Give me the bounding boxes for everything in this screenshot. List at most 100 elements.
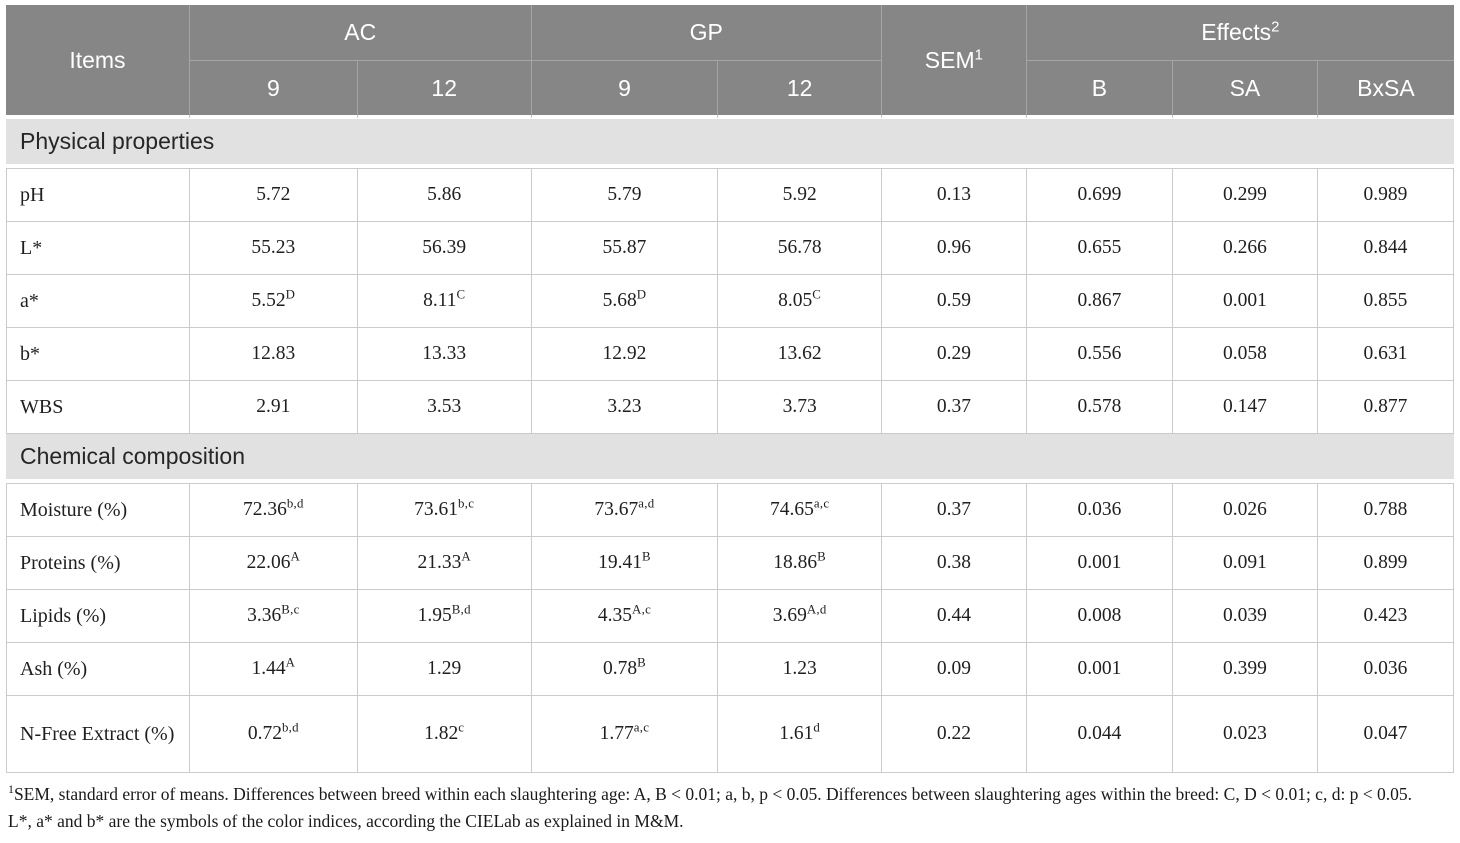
table-cell: 19.41B [531, 537, 719, 590]
table-cell: 0.023 [1173, 696, 1318, 773]
row-label: L* [6, 222, 190, 275]
table-cell: 0.578 [1026, 381, 1174, 434]
row-label: Proteins (%) [6, 537, 190, 590]
table-cell: 0.423 [1317, 590, 1454, 643]
table-cell: 18.86B [718, 537, 882, 590]
table-cell: 0.001 [1026, 643, 1174, 696]
table-cell: 73.61b,c [357, 483, 532, 537]
footnotes: 1SEM, standard error of means. Differenc… [6, 773, 1454, 835]
row-label: Moisture (%) [6, 483, 190, 537]
table-cell: 13.33 [357, 328, 532, 381]
table-row-ph: pH 5.72 5.86 5.79 5.92 0.13 0.699 0.299 0.989 [6, 168, 1454, 222]
column-header-effects: Effects2 [1026, 5, 1454, 61]
table-cell: 0.044 [1026, 696, 1174, 773]
table-row-wbs: WBS 2.91 3.53 3.23 3.73 0.37 0.578 0.147 0.877 [6, 381, 1454, 434]
table-cell: 0.001 [1173, 275, 1318, 328]
table-body: Physical properties pH 5.72 5.86 5.79 5.92 0.1… [6, 119, 1454, 773]
column-header-b: B [1026, 61, 1174, 119]
table-cell: 0.09 [881, 643, 1027, 696]
column-header-gp: GP [531, 5, 882, 61]
table-row-proteins: Proteins (%) 22.06A 21.33A 19.41B 18.86B 0.38… [6, 537, 1454, 590]
section-title: Physical properties [6, 119, 1454, 168]
table-cell: 0.631 [1317, 328, 1454, 381]
table-cell: 0.989 [1317, 168, 1454, 222]
table-cell: 0.855 [1317, 275, 1454, 328]
section-title: Chemical composition [6, 434, 1454, 483]
table-cell: 0.788 [1317, 483, 1454, 537]
table-cell: 72.36b,d [189, 483, 358, 537]
table-cell: 0.44 [881, 590, 1027, 643]
column-header-9: 9 [189, 61, 358, 119]
table-cell: 55.23 [189, 222, 358, 275]
table-cell: 0.039 [1173, 590, 1318, 643]
column-header-12: 12 [718, 61, 882, 119]
table-cell: 0.299 [1173, 168, 1318, 222]
section-row-physical-properties: Physical properties [6, 119, 1454, 168]
table-cell: 4.35A,c [531, 590, 719, 643]
table-cell: 0.877 [1317, 381, 1454, 434]
table-cell: 73.67a,d [531, 483, 719, 537]
table-cell: 0.047 [1317, 696, 1454, 773]
table-cell: 1.61d [718, 696, 882, 773]
table-cell: 3.69A,d [718, 590, 882, 643]
table-cell: 0.72b,d [189, 696, 358, 773]
table-cell: 0.37 [881, 483, 1027, 537]
row-label: b* [6, 328, 190, 381]
table-cell: 0.96 [881, 222, 1027, 275]
table-cell: 0.13 [881, 168, 1027, 222]
column-header-9: 9 [531, 61, 719, 119]
table-cell: 0.38 [881, 537, 1027, 590]
table-cell: 3.23 [531, 381, 719, 434]
table-cell: 0.147 [1173, 381, 1318, 434]
table-cell: 56.39 [357, 222, 532, 275]
table-cell: 8.05C [718, 275, 882, 328]
row-label: Ash (%) [6, 643, 190, 696]
column-header-bxsa: BxSA [1317, 61, 1454, 119]
table-cell: 3.53 [357, 381, 532, 434]
results-table: Items AC GP SEM1 Effects2 9 12 9 12 B SA BxSA Physi… [6, 5, 1454, 773]
table-cell: 0.655 [1026, 222, 1174, 275]
table-cell: 3.36B,c [189, 590, 358, 643]
table-row-l: L* 55.23 56.39 55.87 56.78 0.96 0.655 0.266 0.84… [6, 222, 1454, 275]
table-cell: 0.844 [1317, 222, 1454, 275]
table-cell: 0.899 [1317, 537, 1454, 590]
table-cell: 1.77a,c [531, 696, 719, 773]
table-header: Items AC GP SEM1 Effects2 9 12 9 12 B SA BxSA [6, 5, 1454, 119]
column-header-ac: AC [189, 5, 532, 61]
table-cell: 0.867 [1026, 275, 1174, 328]
table-cell: 5.72 [189, 168, 358, 222]
table-cell: 0.399 [1173, 643, 1318, 696]
table-cell: 2.91 [189, 381, 358, 434]
table-cell: 21.33A [357, 537, 532, 590]
table-row-n-free-extract: N-Free Extract (%) 0.72b,d 1.82c 1.77a,c 1.6… [6, 696, 1454, 773]
table-cell: 0.091 [1173, 537, 1318, 590]
table-cell: 22.06A [189, 537, 358, 590]
table-cell: 0.036 [1026, 483, 1174, 537]
table-row-b: b* 12.83 13.33 12.92 13.62 0.29 0.556 0.058 0.63… [6, 328, 1454, 381]
section-row-chemical-composition: Chemical composition [6, 434, 1454, 483]
table-cell: 1.23 [718, 643, 882, 696]
table-cell: 1.95B,d [357, 590, 532, 643]
table-row-lipids: Lipids (%) 3.36B,c 1.95B,d 4.35A,c 3.69A,d 0.… [6, 590, 1454, 643]
table-cell: 0.036 [1317, 643, 1454, 696]
table-row-a: a* 5.52D 8.11C 5.68D 8.05C 0.59 0.867 0.001 0.85… [6, 275, 1454, 328]
table-cell: 13.62 [718, 328, 882, 381]
table-cell: 5.86 [357, 168, 532, 222]
table-cell: 12.83 [189, 328, 358, 381]
table-cell: 0.556 [1026, 328, 1174, 381]
column-header-items: Items [6, 5, 190, 119]
table-cell: 5.79 [531, 168, 719, 222]
column-header-sa: SA [1173, 61, 1318, 119]
table-cell: 55.87 [531, 222, 719, 275]
row-label: a* [6, 275, 190, 328]
table-cell: 1.82c [357, 696, 532, 773]
table-cell: 0.37 [881, 381, 1027, 434]
table-cell: 0.78B [531, 643, 719, 696]
table-cell: 74.65a,c [718, 483, 882, 537]
row-label: WBS [6, 381, 190, 434]
table-cell: 0.026 [1173, 483, 1318, 537]
table-row-moisture: Moisture (%) 72.36b,d 73.61b,c 73.67a,d 74.6… [6, 483, 1454, 537]
column-header-sem: SEM1 [881, 5, 1027, 119]
row-label: N-Free Extract (%) [6, 696, 190, 773]
table-cell: 1.29 [357, 643, 532, 696]
